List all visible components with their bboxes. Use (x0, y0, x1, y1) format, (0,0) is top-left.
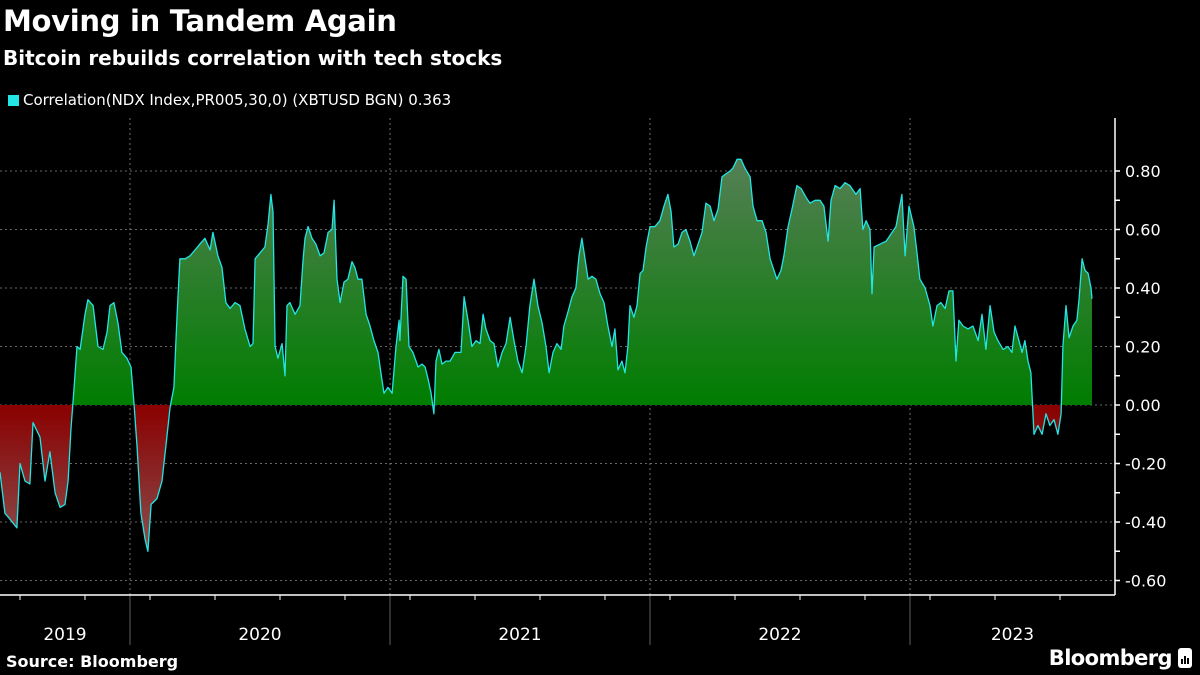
y-tick-label: 0.80 (1125, 162, 1161, 181)
y-tick-label: 0.60 (1125, 221, 1161, 240)
legend-label: Correlation(NDX Index,PR005,30,0) (XBTUS… (23, 91, 452, 109)
y-tick-label: -0.60 (1125, 572, 1166, 591)
x-tick-label: 2022 (758, 625, 801, 645)
axes: 0.80 0.60 0.40 0.20 0.00 -0.20 -0.40 -0.60 2019 2… (0, 118, 1166, 645)
legend-swatch (8, 94, 19, 106)
bloomberg-chart-icon (1178, 648, 1192, 668)
logo-text: Bloomberg (1048, 646, 1173, 670)
x-tick-label: 2021 (498, 625, 541, 645)
chart-title: Moving in Tandem Again (3, 4, 397, 38)
x-tick-label: 2019 (43, 625, 86, 645)
positive-correlation-area (0, 159, 1092, 405)
y-tick-label: 0.40 (1125, 279, 1161, 298)
correlation-line (0, 158, 1093, 552)
y-tick-label: 0.00 (1125, 396, 1161, 415)
y-tick-label: 0.20 (1125, 338, 1161, 357)
chart-subtitle: Bitcoin rebuilds correlation with tech s… (3, 46, 503, 70)
y-tick-label: -0.20 (1125, 455, 1166, 474)
bloomberg-logo: Bloomberg (1049, 646, 1192, 670)
x-tick-label: 2023 (991, 625, 1034, 645)
source-note: Source: Bloomberg (6, 652, 179, 671)
y-tick-label: -0.40 (1125, 513, 1166, 532)
legend: Correlation(NDX Index,PR005,30,0) (XBTUS… (8, 91, 451, 109)
x-tick-label: 2020 (238, 625, 281, 645)
